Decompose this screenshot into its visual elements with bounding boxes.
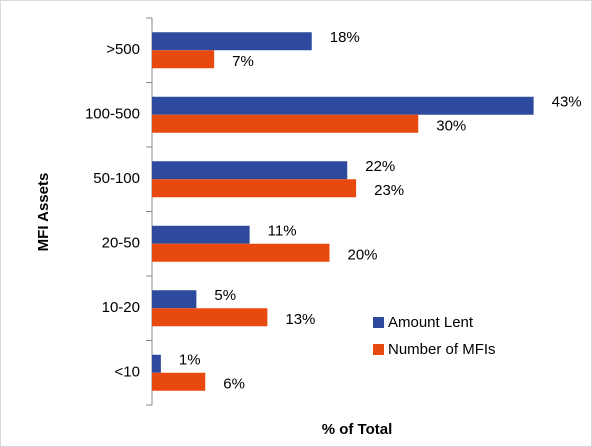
y-tick-label: 50-100 bbox=[93, 170, 140, 187]
y-axis-title: MFI Assets bbox=[35, 173, 52, 252]
data-label: 11% bbox=[268, 223, 297, 240]
bar bbox=[152, 243, 330, 262]
data-label: 20% bbox=[348, 247, 378, 264]
bar bbox=[152, 50, 215, 69]
legend-swatch bbox=[373, 317, 384, 328]
y-tick-label: <10 bbox=[115, 364, 140, 381]
bar bbox=[152, 354, 161, 373]
bar bbox=[152, 308, 268, 327]
bar bbox=[152, 96, 534, 115]
data-label: 22% bbox=[365, 158, 395, 175]
y-tick-label: 10-20 bbox=[102, 299, 140, 316]
bar bbox=[152, 225, 250, 244]
bar bbox=[152, 114, 419, 133]
data-label: 7% bbox=[232, 53, 254, 70]
bar bbox=[152, 161, 348, 180]
bar bbox=[152, 32, 312, 51]
legend-swatch bbox=[373, 344, 384, 355]
bar bbox=[152, 290, 197, 309]
data-label: 13% bbox=[285, 311, 315, 328]
y-tick-label: 100-500 bbox=[85, 106, 140, 123]
data-label: 43% bbox=[552, 94, 582, 111]
data-label: 30% bbox=[436, 118, 466, 135]
data-label: 6% bbox=[223, 376, 245, 393]
data-label: 18% bbox=[330, 29, 360, 46]
y-tick-label: >500 bbox=[106, 41, 140, 58]
legend-label: Number of MFIs bbox=[388, 341, 496, 358]
legend-label: Amount Lent bbox=[388, 314, 474, 331]
bar bbox=[152, 179, 357, 198]
data-label: 1% bbox=[179, 352, 201, 369]
x-axis-title: % of Total bbox=[322, 421, 393, 438]
bar bbox=[152, 372, 206, 391]
y-tick-label: 20-50 bbox=[102, 235, 140, 252]
data-label: 23% bbox=[374, 182, 404, 199]
data-label: 5% bbox=[214, 287, 236, 304]
